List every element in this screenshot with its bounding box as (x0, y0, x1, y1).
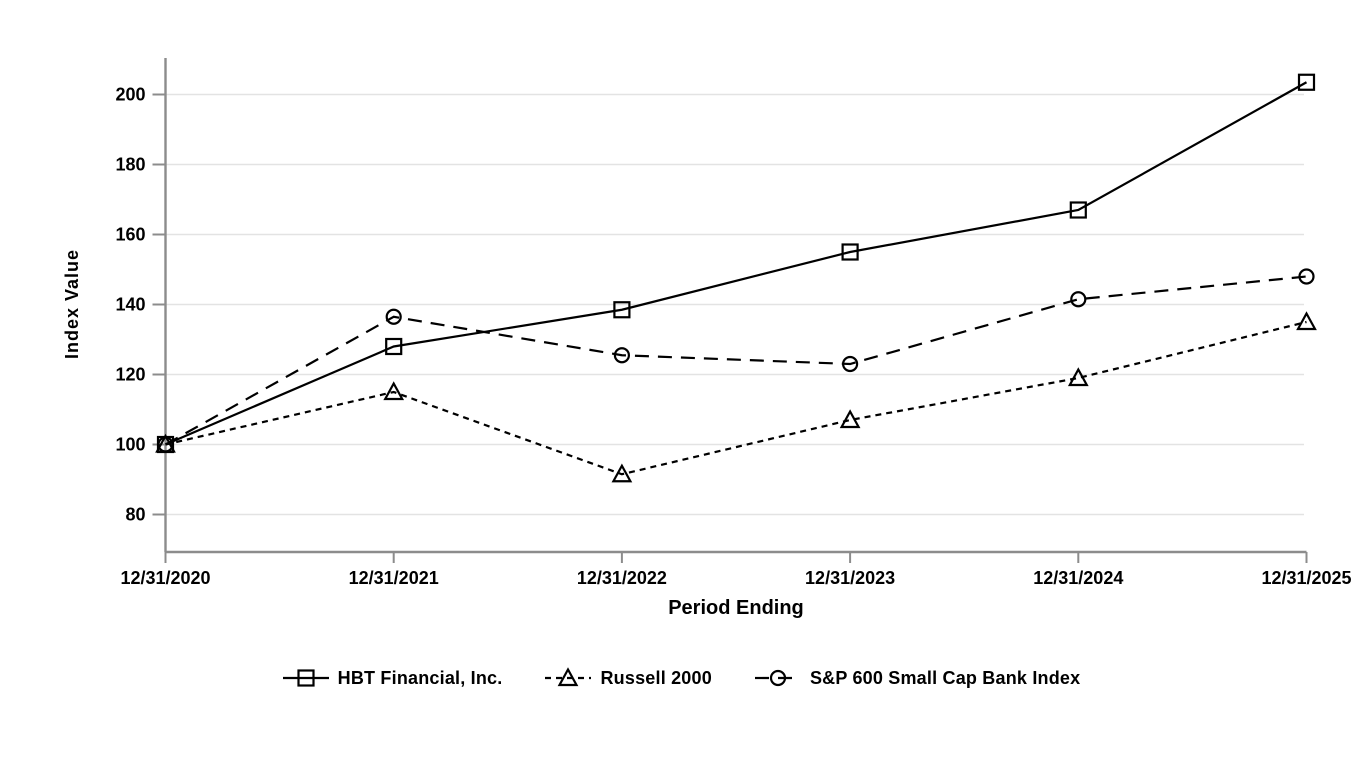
x-tick-label-1: 12/31/2021 (349, 568, 439, 588)
russell-2000-triangle-marker-4 (1067, 367, 1089, 387)
sp-600-small-cap-bank-circle-marker-0 (157, 436, 174, 453)
hbt-financial-square-marker-4 (1069, 201, 1087, 219)
y-axis-title: Index Value (62, 249, 82, 359)
y-tick-label-200: 200 (115, 85, 145, 105)
russell-2000-triangle-marker-2 (611, 463, 633, 483)
russell-2000-triangle-marker-5 (1296, 311, 1317, 331)
axes-group: 80 100 120 140 160 180 200 12/31/2020 12/31/2021… (115, 58, 1352, 588)
y-tick-label-180: 180 (115, 155, 145, 175)
x-axis-title: Period Ending (668, 597, 804, 619)
sp-600-small-cap-bank-circle-marker-1 (385, 308, 402, 325)
legend-label-russell-2000: Russell 2000 (600, 667, 712, 688)
series-line-hbt-financial (165, 81, 1308, 446)
chart-canvas: 80 100 120 140 160 180 200 12/31/2020 12/31/2021… (62, 58, 1352, 619)
legend-shape-sp-600-small-cap-bank (769, 669, 787, 687)
legend-item-russell-2000: Russell 2000 (544, 666, 712, 690)
legend-shape-russell-2000 (558, 667, 579, 687)
y-tick-label-100: 100 (115, 435, 145, 455)
sp-600-small-cap-bank-circle-marker-2 (613, 347, 631, 364)
x-tick-label-4: 12/31/2024 (1033, 568, 1123, 588)
hbt-financial-square-marker-5 (1297, 73, 1316, 91)
x-tick-label-3: 12/31/2023 (805, 568, 895, 588)
legend-shape-hbt-financial (297, 669, 315, 687)
x-tick-label-2: 12/31/2022 (577, 568, 667, 588)
series-group (155, 73, 1317, 483)
legend-item-sp-600-small-cap-bank: S&P 600 Small Cap Bank Index (754, 666, 1080, 690)
hbt-financial-square-marker-2 (613, 301, 631, 319)
series-line-russell-2000 (165, 320, 1307, 476)
sp-600-small-cap-bank-circle-marker-3 (841, 355, 859, 373)
chart-legend: HBT Financial, Inc. Russell 2000 S&P 600 S… (0, 658, 1362, 698)
hbt-financial-square-marker-3 (841, 243, 859, 261)
hbt-financial-square-marker-1 (385, 337, 403, 356)
sp-600-small-cap-bank-circle-marker-5 (1298, 268, 1315, 285)
legend-label-hbt-financial: HBT Financial, Inc. (337, 667, 503, 688)
russell-2000-triangle-marker-3 (839, 409, 861, 429)
x-tick-label-5: 12/31/2025 (1261, 568, 1351, 588)
y-tick-label-80: 80 (125, 505, 145, 525)
series-line-sp-600-small-cap-bank (164, 275, 1307, 446)
legend-circle-marker-icon (754, 669, 801, 687)
sp-600-small-cap-bank-circle-marker-4 (1070, 291, 1087, 308)
x-tick-label-0: 12/31/2020 (120, 568, 210, 588)
y-tick-label-140: 140 (115, 295, 145, 315)
legend-triangle-marker-icon (545, 667, 592, 687)
legend-square-marker-icon (282, 669, 329, 687)
russell-2000-triangle-marker-1 (383, 381, 405, 401)
y-tick-label-120: 120 (115, 365, 145, 385)
legend-item-hbt-financial: HBT Financial, Inc. (282, 666, 503, 690)
gridlines-group (165, 93, 1304, 516)
legend-label-sp-600-small-cap-bank: S&P 600 Small Cap Bank Index (809, 667, 1081, 688)
y-tick-label-160: 160 (115, 225, 145, 245)
